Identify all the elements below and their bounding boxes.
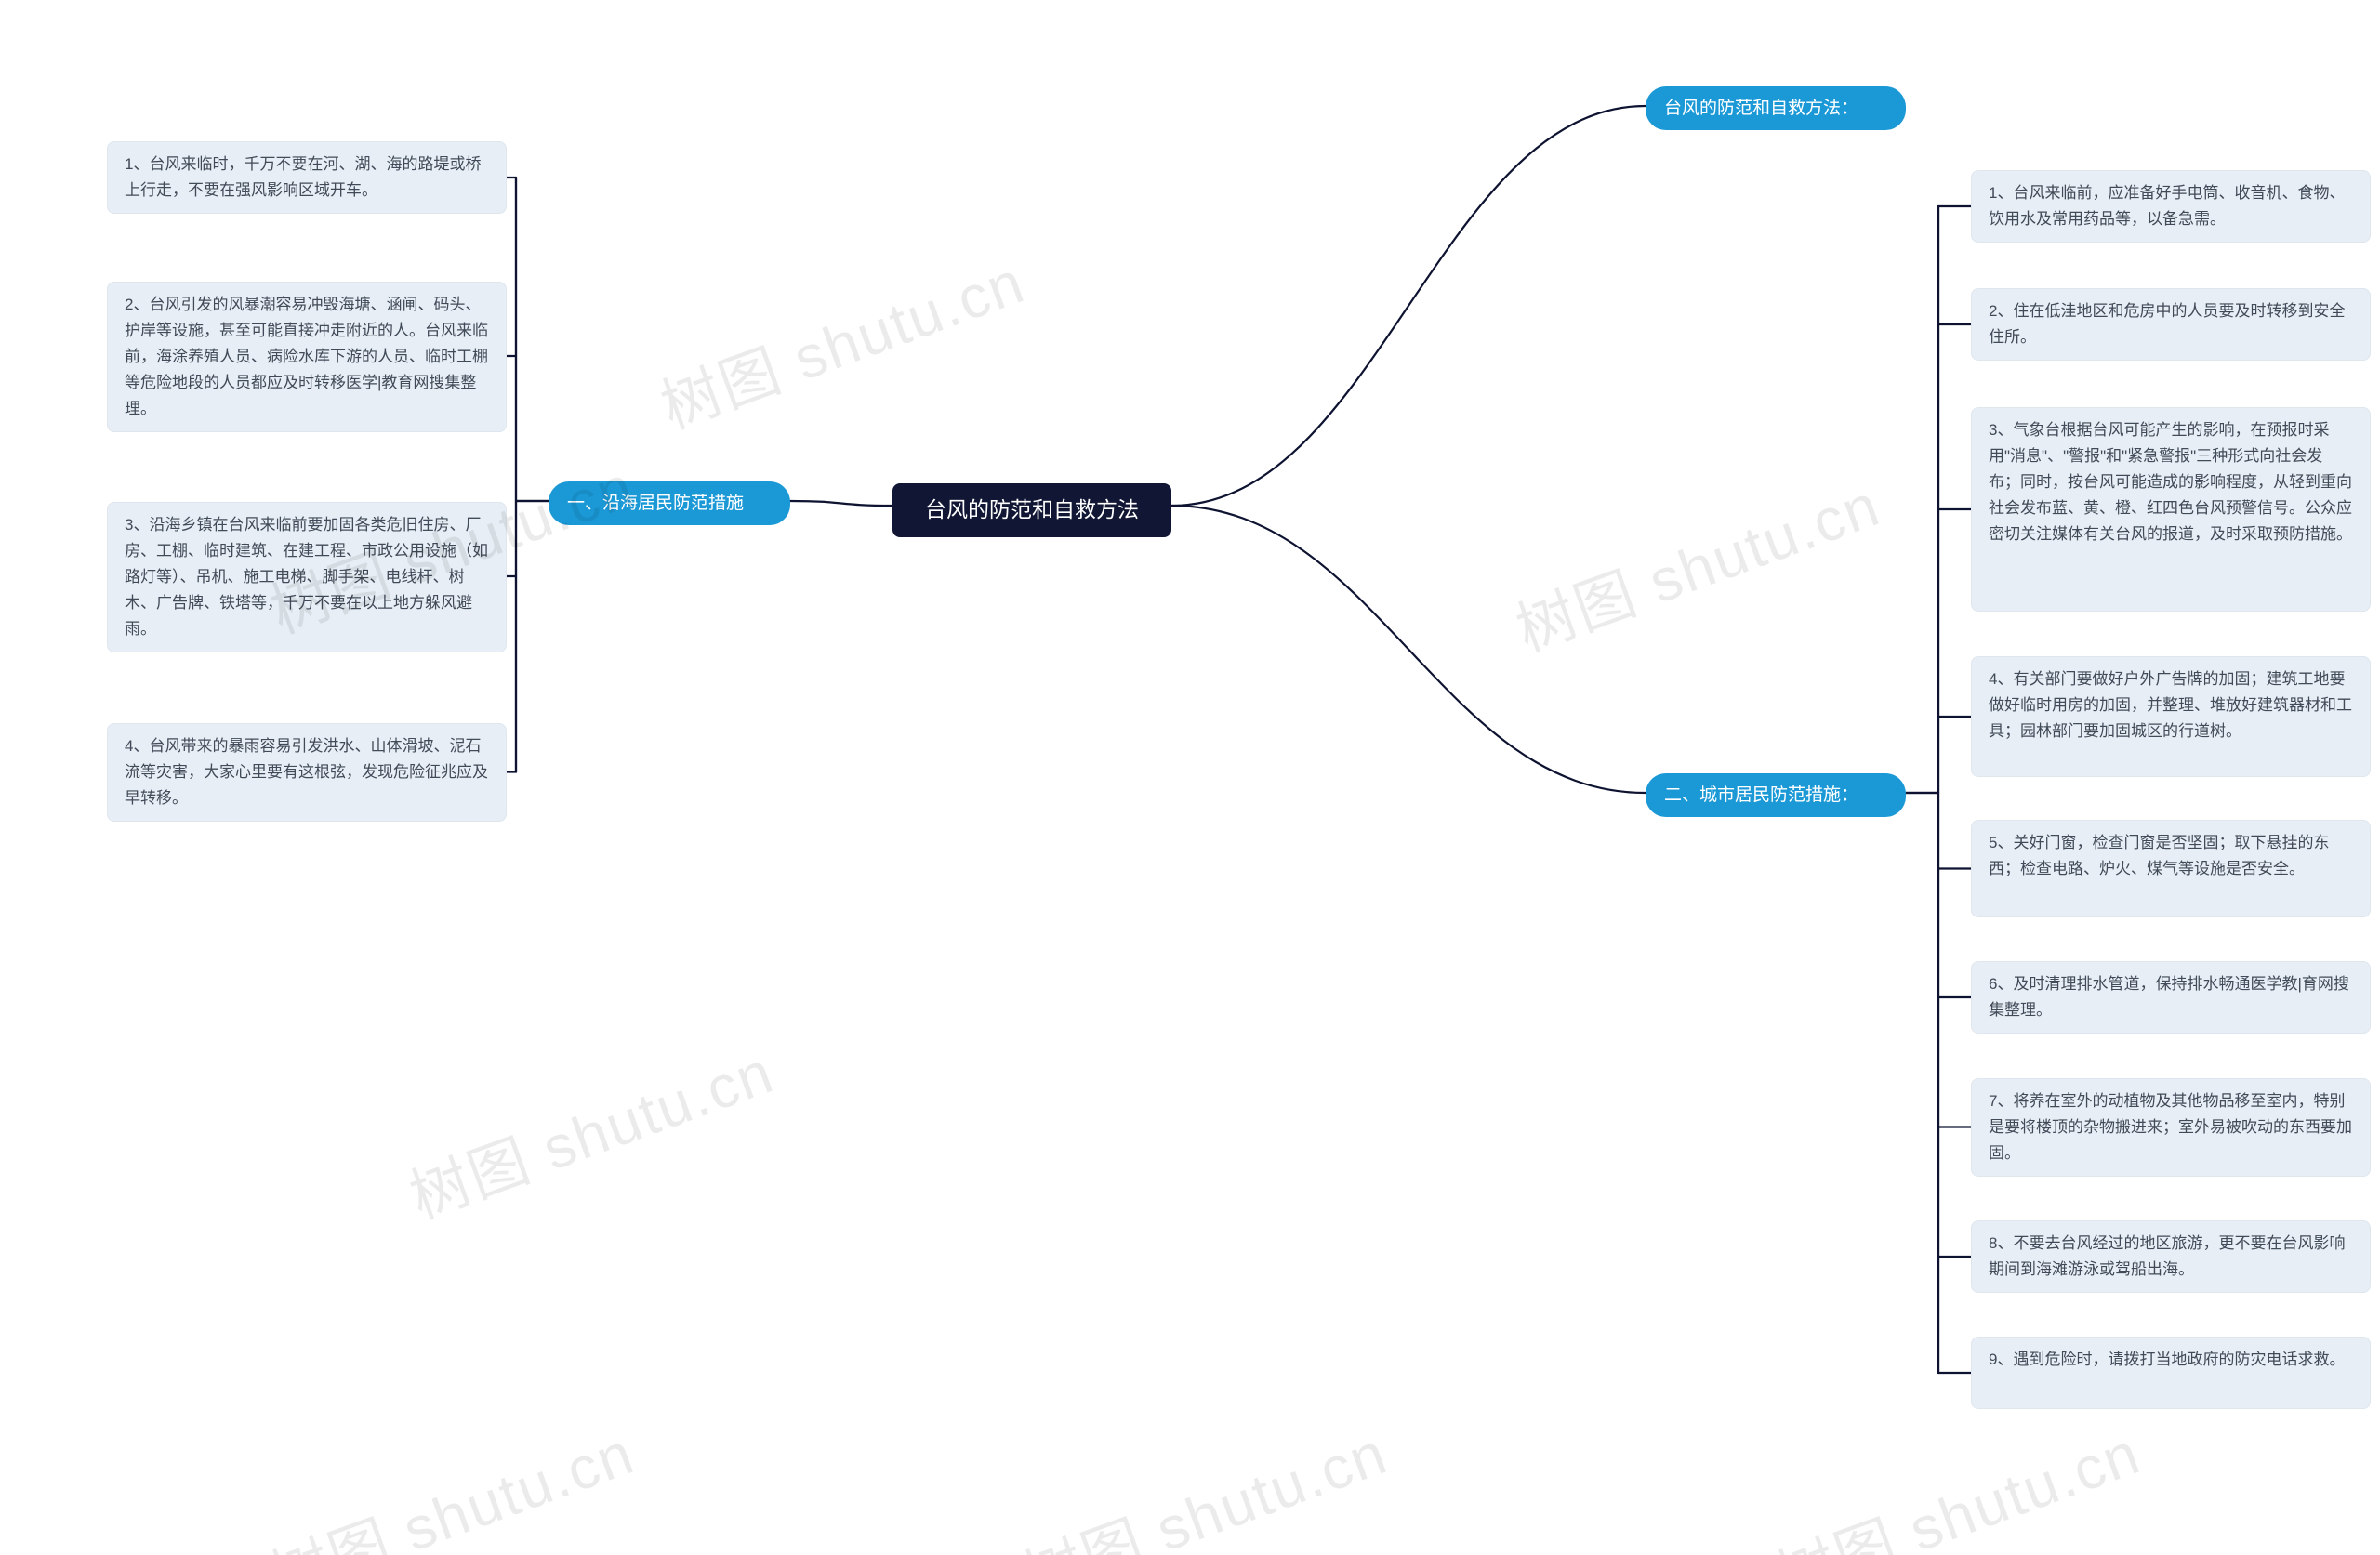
mindmap-root: 台风的防范和自救方法: [892, 483, 1171, 537]
branch-coastal: 一、沿海居民防范措施: [549, 481, 790, 525]
branch-title: 台风的防范和自救方法：: [1646, 86, 1906, 130]
leaf-text: 2、台风引发的风暴潮容易冲毁海塘、涵闸、码头、护岸等设施，甚至可能直接冲走附近的…: [125, 296, 488, 417]
leaf-coastal-3: 3、沿海乡镇在台风来临前要加固各类危旧住房、厂房、工棚、临时建筑、在建工程、市政…: [107, 502, 507, 652]
leaf-text: 4、台风带来的暴雨容易引发洪水、山体滑坡、泥石流等灾害，大家心里要有这根弦，发现…: [125, 737, 488, 807]
leaf-text: 9、遇到危险时，请拨打当地政府的防灾电话求救。: [1989, 1351, 2345, 1368]
leaf-coastal-1: 1、台风来临时，千万不要在河、湖、海的路堤或桥上行走，不要在强风影响区域开车。: [107, 141, 507, 214]
leaf-text: 7、将养在室外的动植物及其他物品移至室内，特别是要将楼顶的杂物搬进来；室外易被吹…: [1989, 1092, 2352, 1162]
watermark: 树图 shutu.cn: [1503, 458, 1890, 669]
root-label: 台风的防范和自救方法: [925, 497, 1139, 521]
leaf-text: 8、不要去台风经过的地区旅游，更不要在台风影响期间到海滩游泳或驾船出海。: [1989, 1234, 2345, 1278]
branch-title-label: 台风的防范和自救方法：: [1664, 99, 1858, 118]
watermark: 树图 shutu.cn: [648, 235, 1035, 446]
watermark: 树图 shutu.cn: [397, 1025, 784, 1236]
leaf-text: 5、关好门窗，检查门窗是否坚固；取下悬挂的东西；检查电路、炉火、煤气等设施是否安…: [1989, 834, 2329, 877]
leaf-urban-2: 2、住在低洼地区和危房中的人员要及时转移到安全住所。: [1971, 288, 2371, 361]
leaf-urban-3: 3、气象台根据台风可能产生的影响，在预报时采用"消息"、"警报"和"紧急警报"三…: [1971, 407, 2371, 612]
watermark: 树图 shutu.cn: [1764, 1406, 2150, 1555]
leaf-text: 1、台风来临时，千万不要在河、湖、海的路堤或桥上行走，不要在强风影响区域开车。: [125, 155, 481, 199]
branch-urban: 二、城市居民防范措施：: [1646, 773, 1906, 817]
leaf-urban-1: 1、台风来临前，应准备好手电筒、收音机、食物、饮用水及常用药品等，以备急需。: [1971, 170, 2371, 243]
leaf-urban-4: 4、有关部门要做好户外广告牌的加固；建筑工地要做好临时用房的加固，并整理、堆放好…: [1971, 656, 2371, 777]
leaf-coastal-4: 4、台风带来的暴雨容易引发洪水、山体滑坡、泥石流等灾害，大家心里要有这根弦，发现…: [107, 723, 507, 822]
leaf-urban-9: 9、遇到危险时，请拨打当地政府的防灾电话求救。: [1971, 1337, 2371, 1409]
leaf-coastal-2: 2、台风引发的风暴潮容易冲毁海塘、涵闸、码头、护岸等设施，甚至可能直接冲走附近的…: [107, 282, 507, 432]
watermark: 树图 shutu.cn: [258, 1406, 644, 1555]
leaf-text: 1、台风来临前，应准备好手电筒、收音机、食物、饮用水及常用药品等，以备急需。: [1989, 184, 2345, 228]
leaf-urban-8: 8、不要去台风经过的地区旅游，更不要在台风影响期间到海滩游泳或驾船出海。: [1971, 1220, 2371, 1293]
leaf-text: 6、及时清理排水管道，保持排水畅通医学教|育网搜集整理。: [1989, 975, 2349, 1019]
leaf-urban-6: 6、及时清理排水管道，保持排水畅通医学教|育网搜集整理。: [1971, 961, 2371, 1034]
leaf-text: 4、有关部门要做好户外广告牌的加固；建筑工地要做好临时用房的加固，并整理、堆放好…: [1989, 670, 2352, 740]
watermark: 树图 shutu.cn: [1011, 1406, 1397, 1555]
leaf-text: 3、气象台根据台风可能产生的影响，在预报时采用"消息"、"警报"和"紧急警报"三…: [1989, 421, 2352, 543]
branch-urban-label: 二、城市居民防范措施：: [1664, 785, 1858, 805]
leaf-urban-7: 7、将养在室外的动植物及其他物品移至室内，特别是要将楼顶的杂物搬进来；室外易被吹…: [1971, 1078, 2371, 1177]
leaf-text: 3、沿海乡镇在台风来临前要加固各类危旧住房、厂房、工棚、临时建筑、在建工程、市政…: [125, 516, 488, 638]
leaf-urban-5: 5、关好门窗，检查门窗是否坚固；取下悬挂的东西；检查电路、炉火、煤气等设施是否安…: [1971, 820, 2371, 917]
branch-coastal-label: 一、沿海居民防范措施: [567, 494, 744, 513]
leaf-text: 2、住在低洼地区和危房中的人员要及时转移到安全住所。: [1989, 302, 2345, 346]
